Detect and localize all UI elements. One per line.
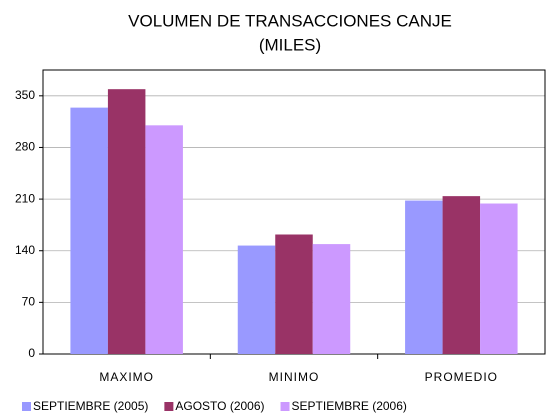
legend-swatch [164, 402, 174, 411]
bar [107, 89, 146, 354]
x-tick-label: MAXIMO [99, 370, 154, 384]
y-tick-label: 0 [28, 346, 35, 360]
x-tick-label: MINIMO [269, 370, 320, 384]
y-tick-label: 140 [15, 243, 35, 257]
x-tick-label: PROMEDIO [425, 370, 498, 384]
bar [70, 107, 108, 354]
bar [275, 234, 313, 354]
bar [442, 196, 481, 354]
y-tick-label: 70 [22, 295, 36, 309]
bar [480, 203, 518, 354]
bar [237, 245, 276, 354]
legend-label: AGOSTO (2006) [175, 399, 264, 413]
y-tick-label: 350 [15, 88, 35, 102]
legend-label: SEPTIEMBRE (2006) [292, 399, 407, 413]
chart-subtitle: (MILES) [259, 35, 321, 54]
bar [145, 125, 183, 354]
y-tick-label: 210 [15, 191, 35, 205]
legend-label: SEPTIEMBRE (2005) [33, 399, 148, 413]
bar [312, 244, 351, 354]
legend-swatch [22, 402, 31, 411]
legend-swatch [280, 402, 290, 411]
bar [405, 200, 443, 354]
chart-title: VOLUMEN DE TRANSACCIONES CANJE [128, 11, 452, 30]
y-tick-label: 280 [15, 140, 35, 154]
